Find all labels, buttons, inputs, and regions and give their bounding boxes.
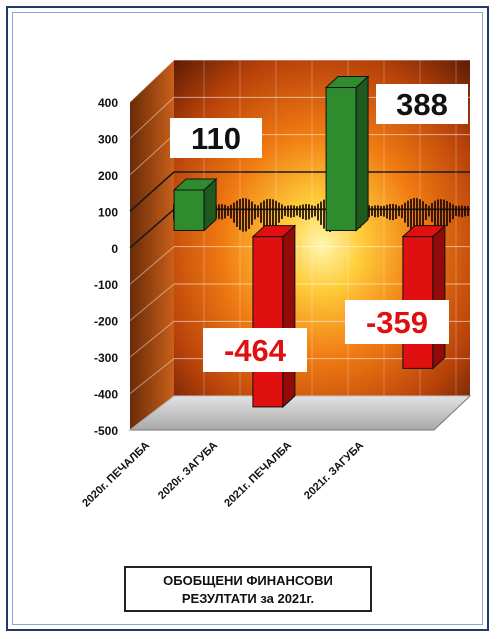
bar-1 <box>251 224 297 409</box>
bar-front-face <box>325 87 357 231</box>
y-tick-label: -300 <box>94 351 118 365</box>
grid-line-side <box>129 171 175 212</box>
chart-caption: ОБОБЩЕНИ ФИНАНСОВИ РЕЗУЛТАТИ за 2021г. <box>124 566 372 612</box>
chart-floor <box>128 395 472 431</box>
grid-line-side <box>129 358 175 394</box>
grid-line-side <box>129 96 175 139</box>
bar-front-face <box>252 236 284 408</box>
y-tick-label: -500 <box>94 424 118 438</box>
y-tick-labels: 400 300 200 100 0 -100 -200 -300 -400 -500 <box>94 96 118 438</box>
y-tick-label: 300 <box>98 132 118 146</box>
y-tick-label: -200 <box>94 315 118 329</box>
y-tick-label: 200 <box>98 169 118 183</box>
x-tick-label: 2020г. ЗАГУБА <box>156 439 220 501</box>
data-label-box <box>345 300 449 344</box>
data-label-text: 110 <box>191 121 241 156</box>
caption-line-1: ОБОБЩЕНИ ФИНАНСОВИ <box>163 573 333 588</box>
grid-line-side <box>129 134 175 176</box>
grid-line-side <box>129 246 175 285</box>
x-tick-label: 2021г. ПЕЧАЛБА <box>222 439 294 509</box>
data-label-box <box>376 84 468 124</box>
x-tick-labels: 2020г. ПЕЧАЛБА 2020г. ЗАГУБА 2021г. ПЕЧАЛБ… <box>80 439 366 509</box>
caption-line-2: РЕЗУЛТАТИ за 2021г. <box>181 591 315 606</box>
bar-top-face <box>251 225 297 238</box>
data-labels: 110 -464 388 -359 <box>170 84 468 372</box>
x-tick-label: 2020г. ПЕЧАЛБА <box>80 439 152 509</box>
bar-front-face <box>173 189 205 231</box>
y-tick-label: 0 <box>111 242 118 256</box>
grid-line-side <box>129 283 175 322</box>
bar-top-face <box>324 76 370 89</box>
y-tick-label: 400 <box>98 96 118 110</box>
grid-line-side <box>129 208 175 249</box>
x-tick-label: 2021г. ЗАГУБА <box>302 439 366 501</box>
data-label-1: -464 <box>203 328 307 372</box>
data-label-3: -359 <box>345 300 449 344</box>
data-label-box <box>170 118 262 158</box>
data-label-text: -464 <box>224 333 287 368</box>
grid-line-side <box>129 320 175 358</box>
y-tick-label: 100 <box>98 205 118 219</box>
data-label-2: 388 <box>376 84 468 124</box>
bar-2 <box>324 75 370 232</box>
data-label-box <box>203 328 307 372</box>
bar-0 <box>172 177 218 232</box>
data-label-text: 388 <box>396 87 448 122</box>
chart-side-wall <box>130 60 174 430</box>
bar-side-face <box>282 224 296 409</box>
bar-top-face <box>172 178 218 191</box>
grid-line-side <box>129 59 175 103</box>
chart-frame-inner <box>12 12 483 625</box>
data-label-text: -359 <box>366 305 428 340</box>
y-tick-label: -400 <box>94 388 118 402</box>
data-label-0: 110 <box>170 118 262 158</box>
bar-side-face <box>432 224 446 370</box>
grid-line-side <box>129 395 175 431</box>
bar-top-face <box>401 225 447 238</box>
bar-side-face <box>355 75 369 232</box>
bar-3 <box>401 224 447 370</box>
y-tick-label: -100 <box>94 278 118 292</box>
